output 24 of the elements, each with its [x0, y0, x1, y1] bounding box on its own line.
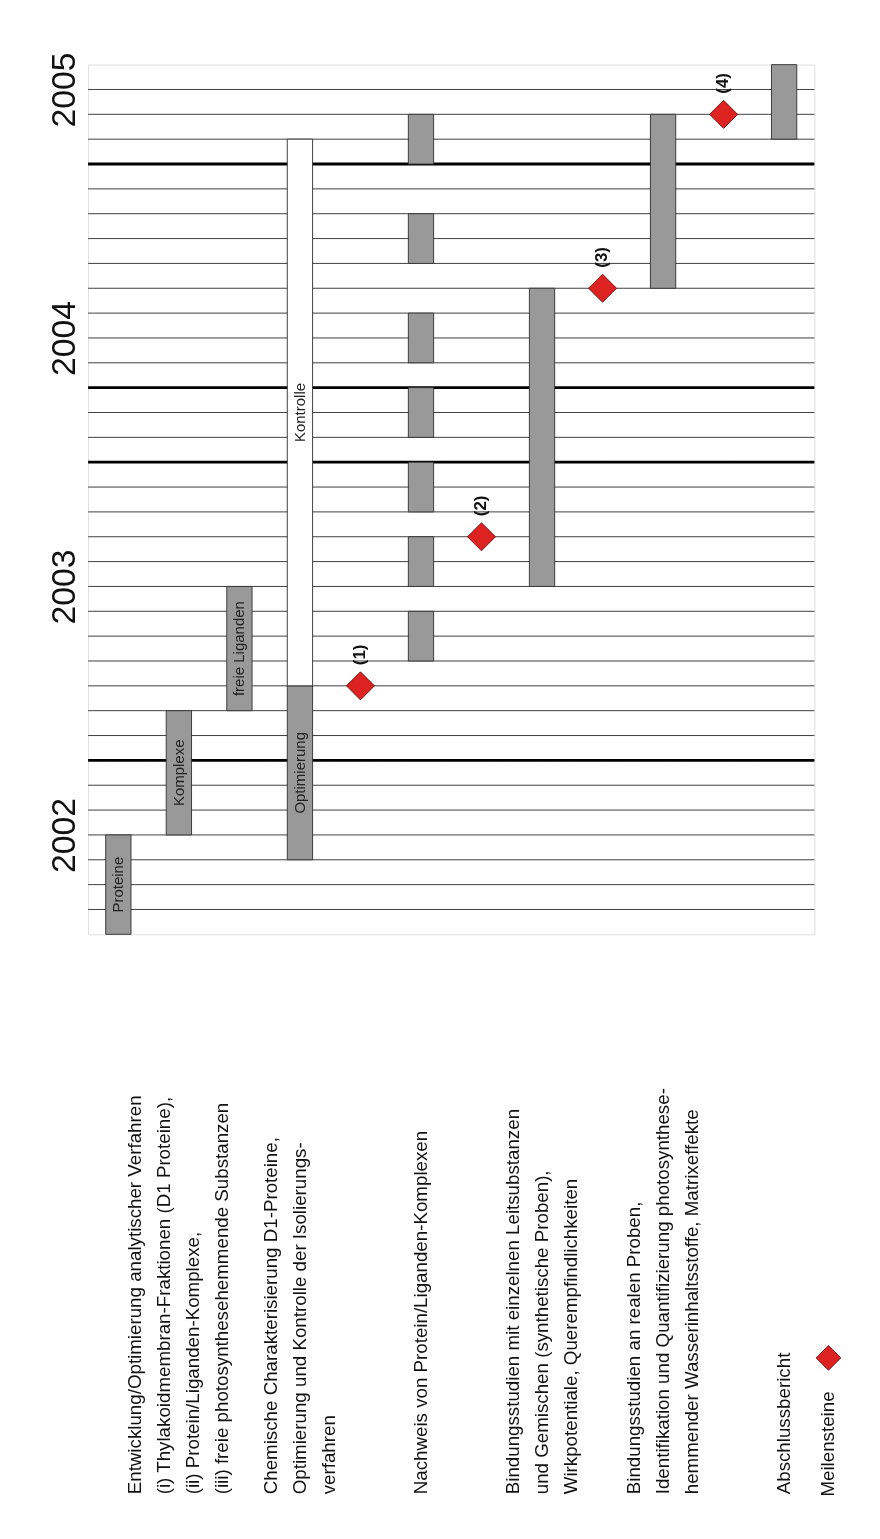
y-tick-label: 2003	[44, 549, 83, 625]
x-tick-label: Bindungsstudien an realen Proben, Identifikation und Quantifizierung photosynthese- hemmender Wasserinhaltsstoffe, Matrixeffekte	[622, 1088, 702, 1495]
x-tick-label: Entwicklung/Optimierung analytischer Verfahren (i) Thylakoidmembran-Fraktionen (D1 Proteine), (ii) Protein/Liganden-Komplexe, (iii) freie photosynthesehemmende Substanzen	[123, 1095, 233, 1495]
data-label: Kontrolle	[290, 382, 308, 443]
x-tick-label: Chemische Charakterisierung D1-Proteine, Optimierung und Kontrolle der Isolierungs- verfahren	[259, 1137, 339, 1495]
y-tick-label: 2004	[44, 300, 83, 376]
x-tick-label: Bindungsstudien mit einzelnen Leitsubstanzen und Gemischen (synthetische Proben), Wirkpotentiale, Querempfindlichkeiten	[501, 1108, 581, 1495]
point	[467, 522, 496, 552]
point	[346, 671, 375, 701]
annotation: (2)	[471, 495, 491, 517]
y-tick-label: 2005	[44, 52, 83, 128]
annotation: (1)	[350, 644, 370, 666]
data-label: Optimierung	[290, 731, 308, 814]
data-label: Proteine	[109, 856, 127, 913]
annotation: (3)	[592, 247, 612, 268]
y-tick-label: 2002	[44, 797, 83, 873]
legend-label: Meilensteine	[817, 1391, 839, 1497]
point	[588, 273, 617, 303]
data-label: Komplexe	[169, 739, 187, 807]
x-tick-label: Abschlussbericht	[772, 1351, 794, 1495]
point	[709, 99, 739, 129]
x-tick-label: Nachweis von Protein/Liganden-Komplexen	[409, 1130, 431, 1495]
annotation: (4)	[713, 73, 733, 94]
data-label: freie Liganden	[230, 601, 248, 697]
